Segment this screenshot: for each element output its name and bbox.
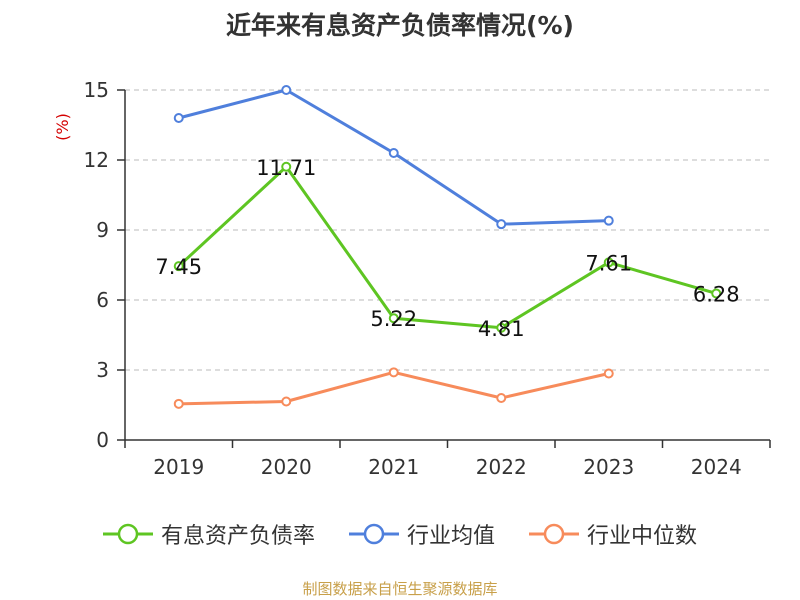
data-label: 7.45 — [155, 255, 202, 279]
x-tick-label: 2023 — [583, 455, 634, 479]
data-point — [496, 219, 507, 230]
data-label: 7.61 — [585, 251, 632, 275]
legend-label: 行业均值 — [406, 524, 495, 549]
data-point — [496, 322, 507, 333]
data-point — [603, 215, 614, 226]
legend-marker-green-icon — [102, 523, 153, 545]
data-label: 11.71 — [256, 156, 316, 180]
data-label: 6.28 — [693, 282, 740, 306]
data-point — [281, 161, 292, 172]
data-point — [388, 367, 399, 378]
data-point — [173, 113, 184, 123]
y-tick-label: 0 — [96, 428, 109, 452]
legend-item-industry-average[interactable]: 行业均值 — [348, 518, 495, 550]
legend-label: 行业中位数 — [587, 524, 698, 549]
data-label: 4.81 — [478, 317, 525, 341]
data-point — [281, 396, 292, 407]
legend-item-interest-bearing-ratio[interactable]: 有息资产负债率 — [102, 518, 315, 550]
y-tick-label: 3 — [96, 358, 109, 382]
legend-label: 有息资产负债率 — [160, 524, 315, 549]
legend-item-industry-median[interactable]: 行业中位数 — [529, 518, 697, 550]
x-tick-label: 2024 — [691, 455, 742, 479]
y-tick-label: 12 — [84, 148, 109, 172]
x-tick-label: 2021 — [368, 455, 419, 479]
legend: 有息资产负债率 行业均值 行业中位数 — [0, 518, 800, 550]
y-tick-label: 6 — [96, 288, 109, 312]
legend-marker-blue-icon — [348, 523, 399, 545]
data-point — [603, 368, 614, 379]
data-point — [388, 313, 399, 324]
data-point — [711, 288, 722, 299]
data-point — [173, 261, 184, 272]
y-axis-unit-label: (%) — [53, 113, 72, 141]
chart-title: 近年来有息资产负债率情况(%) — [226, 11, 574, 40]
data-label: 5.22 — [370, 307, 417, 331]
data-source-note: 制图数据来自恒生聚源数据库 — [302, 580, 498, 598]
x-tick-label: 2020 — [261, 455, 312, 479]
y-tick-label: 9 — [96, 218, 109, 242]
x-tick-label: 2019 — [153, 455, 204, 479]
data-point — [603, 257, 614, 268]
data-point — [281, 85, 292, 95]
data-point — [173, 398, 184, 409]
data-point — [388, 148, 399, 158]
data-point — [496, 393, 507, 403]
series-line-0 — [177, 165, 717, 330]
y-tick-label: 15 — [84, 78, 109, 102]
legend-marker-orange-icon — [529, 523, 579, 545]
x-tick-label: 2022 — [476, 455, 527, 479]
